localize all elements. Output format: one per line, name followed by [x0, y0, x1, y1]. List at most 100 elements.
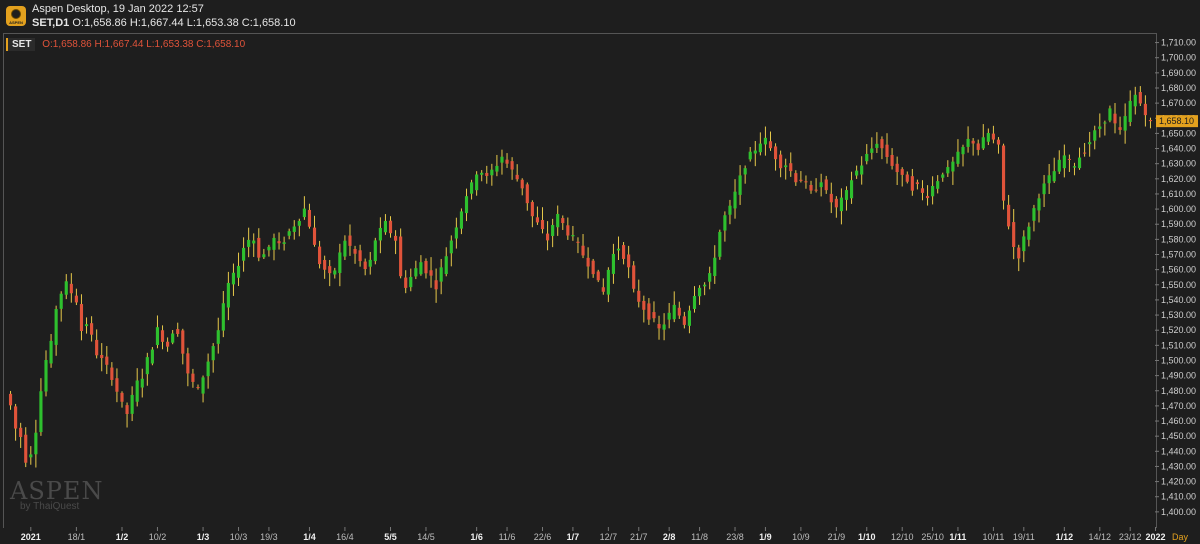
candle-body[interactable]	[1108, 108, 1112, 121]
candle-body[interactable]	[875, 143, 879, 148]
candle-body[interactable]	[171, 333, 175, 343]
candle-body[interactable]	[1088, 142, 1092, 145]
candle-body[interactable]	[733, 191, 737, 209]
candle-body[interactable]	[110, 367, 114, 380]
candle-body[interactable]	[779, 154, 783, 169]
candle-body[interactable]	[637, 290, 641, 302]
candle-body[interactable]	[480, 172, 484, 175]
candle-body[interactable]	[409, 277, 413, 288]
candle-body[interactable]	[1123, 116, 1127, 131]
candlestick-chart[interactable]: 1,400.00 1,410.00 1,420.00 1,430.00 1,440.00…	[0, 33, 1200, 544]
candle-body[interactable]	[368, 259, 372, 267]
candle-body[interactable]	[713, 257, 717, 277]
candle-body[interactable]	[414, 268, 418, 277]
candle-body[interactable]	[74, 295, 78, 303]
chart-area[interactable]: 1,400.00 1,410.00 1,420.00 1,430.00 1,440.00…	[0, 33, 1200, 544]
candle-body[interactable]	[865, 153, 869, 162]
candle-body[interactable]	[743, 168, 747, 175]
candle-body[interactable]	[196, 387, 200, 389]
candle-body[interactable]	[500, 156, 504, 163]
candle-body[interactable]	[312, 227, 317, 245]
candle-body[interactable]	[292, 226, 296, 232]
candle-body[interactable]	[434, 280, 438, 290]
candle-body[interactable]	[429, 270, 433, 276]
candle-body[interactable]	[1128, 100, 1132, 122]
candle-body[interactable]	[1042, 183, 1046, 195]
candle-body[interactable]	[905, 174, 909, 182]
candle-body[interactable]	[895, 163, 899, 173]
candle-body[interactable]	[485, 172, 489, 176]
candle-body[interactable]	[621, 245, 626, 259]
candle-body[interactable]	[910, 176, 914, 191]
candle-body[interactable]	[520, 179, 524, 189]
candle-body[interactable]	[844, 190, 849, 200]
candle-body[interactable]	[363, 261, 367, 270]
candle-body[interactable]	[1037, 198, 1041, 211]
candle-body[interactable]	[115, 378, 119, 392]
candle-body[interactable]	[267, 246, 271, 251]
candle-body[interactable]	[941, 174, 945, 178]
candle-body[interactable]	[530, 202, 534, 217]
candle-body[interactable]	[226, 282, 230, 308]
candle-body[interactable]	[464, 196, 469, 214]
candle-body[interactable]	[540, 219, 545, 230]
candle-body[interactable]	[672, 304, 676, 320]
candle-body[interactable]	[120, 392, 124, 402]
candle-body[interactable]	[566, 225, 570, 236]
candle-body[interactable]	[708, 273, 712, 282]
candle-body[interactable]	[819, 182, 823, 188]
candle-body[interactable]	[100, 354, 104, 359]
candle-body[interactable]	[728, 205, 732, 215]
candle-body[interactable]	[627, 254, 631, 268]
candle-body[interactable]	[257, 237, 261, 258]
candle-body[interactable]	[79, 304, 84, 331]
candle-body[interactable]	[186, 353, 190, 374]
candle-body[interactable]	[515, 174, 519, 180]
candle-body[interactable]	[824, 179, 828, 191]
candle-body[interactable]	[870, 148, 874, 153]
candle-body[interactable]	[936, 181, 940, 189]
candle-body[interactable]	[64, 281, 68, 295]
candle-body[interactable]	[449, 240, 453, 254]
candle-body[interactable]	[551, 225, 555, 237]
candle-body[interactable]	[206, 361, 210, 377]
candle-body[interactable]	[616, 248, 621, 251]
candle-body[interactable]	[753, 150, 757, 154]
candle-body[interactable]	[297, 220, 301, 226]
candle-body[interactable]	[986, 133, 990, 142]
candle-body[interactable]	[829, 193, 833, 203]
candle-body[interactable]	[323, 259, 327, 270]
candle-body[interactable]	[166, 341, 170, 347]
candle-body[interactable]	[373, 240, 377, 262]
candle-body[interactable]	[611, 253, 616, 274]
candle-body[interactable]	[677, 307, 681, 316]
candle-body[interactable]	[495, 165, 499, 172]
candle-body[interactable]	[1118, 127, 1122, 130]
candle-body[interactable]	[768, 141, 773, 149]
candle-body[interactable]	[956, 151, 960, 164]
candle-body[interactable]	[723, 215, 727, 231]
candle-body[interactable]	[667, 312, 671, 320]
candle-body[interactable]	[135, 380, 139, 402]
candle-body[interactable]	[763, 137, 767, 145]
candle-body[interactable]	[880, 139, 884, 149]
candle-body[interactable]	[1062, 155, 1066, 169]
candle-body[interactable]	[1067, 158, 1071, 160]
candle-body[interactable]	[262, 254, 266, 258]
candle-body[interactable]	[773, 146, 778, 160]
candle-body[interactable]	[976, 143, 980, 150]
candle-body[interactable]	[125, 405, 129, 414]
candle-body[interactable]	[687, 310, 691, 326]
candle-body[interactable]	[642, 300, 646, 310]
candle-body[interactable]	[333, 270, 337, 275]
candle-body[interactable]	[84, 324, 89, 327]
candle-body[interactable]	[378, 227, 382, 241]
candle-body[interactable]	[470, 182, 474, 194]
candle-body[interactable]	[662, 324, 666, 330]
candle-body[interactable]	[1017, 247, 1021, 259]
candle-body[interactable]	[191, 373, 195, 382]
candle-body[interactable]	[1027, 226, 1031, 240]
candle-body[interactable]	[981, 137, 985, 149]
candle-body[interactable]	[748, 151, 752, 160]
candle-body[interactable]	[991, 133, 995, 140]
